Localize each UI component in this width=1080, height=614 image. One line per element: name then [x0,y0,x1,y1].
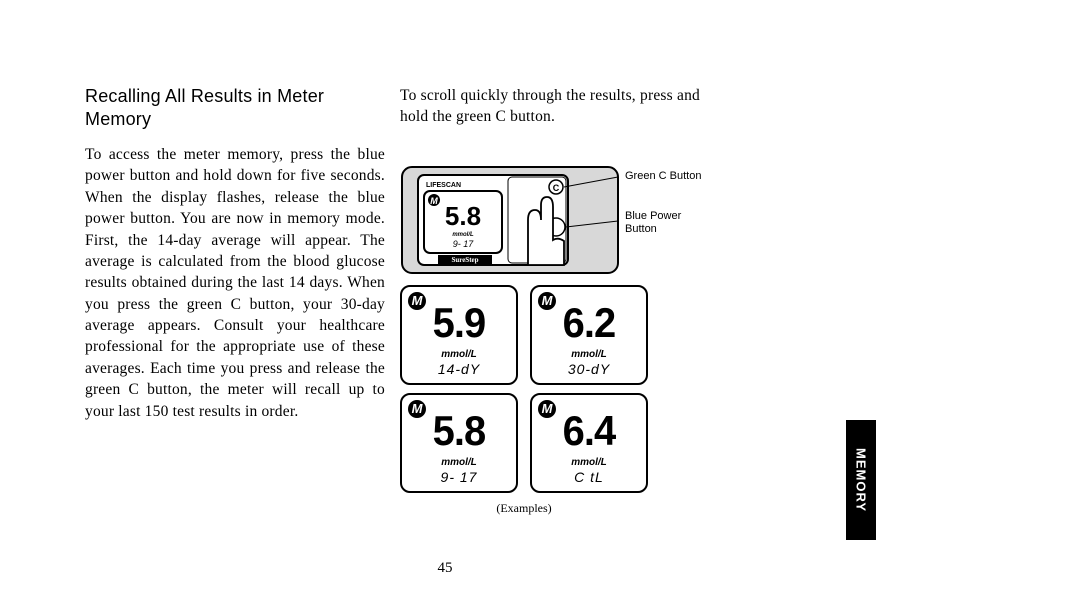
svg-text:LIFESCAN: LIFESCAN [426,182,461,189]
example-cell-3: M 5.8 mmol/L 9- 17 [400,393,518,493]
left-body-text: To access the meter memory, press the bl… [85,144,385,422]
memory-side-tab: MEMORY [846,420,876,540]
example-sub: 14-dY [402,361,516,377]
example-unit: mmol/L [532,457,646,468]
example-unit: mmol/L [402,457,516,468]
example-value: 5.9 [405,299,513,347]
example-cell-4: M 6.4 mmol/L C tL [530,393,648,493]
section-heading: Recalling All Results in Meter Memory [85,85,385,130]
example-value: 6.4 [535,407,643,455]
svg-text:C: C [553,183,560,193]
left-column: Recalling All Results in Meter Memory To… [85,85,385,422]
svg-text:SureStep: SureStep [451,256,478,264]
side-tab-label: MEMORY [854,448,869,512]
svg-text:9- 17: 9- 17 [453,239,475,249]
example-value: 5.8 [405,407,513,455]
example-value: 6.2 [535,299,643,347]
meter-illustration: LIFESCAN M 5.8 mmol/L 9- 17 SureStep C [400,165,620,275]
right-column: To scroll quickly through the results, p… [400,85,700,128]
right-body-text: To scroll quickly through the results, p… [400,85,700,128]
example-screens: M 5.9 mmol/L 14-dY M 6.2 mmol/L 30-dY M … [400,285,652,516]
example-sub: C tL [532,469,646,485]
label-green-c: Green C Button [625,170,701,183]
example-sub: 9- 17 [402,469,516,485]
label-blue-power: Blue Power Button [625,210,705,236]
svg-text:5.8: 5.8 [445,201,481,231]
example-cell-2: M 6.2 mmol/L 30-dY [530,285,648,385]
example-unit: mmol/L [532,349,646,360]
svg-text:mmol/L: mmol/L [452,232,474,238]
example-cell-1: M 5.9 mmol/L 14-dY [400,285,518,385]
svg-text:M: M [430,196,438,206]
document-page: Recalling All Results in Meter Memory To… [85,85,805,575]
example-unit: mmol/L [402,349,516,360]
page-number: 45 [85,560,805,577]
example-sub: 30-dY [532,361,646,377]
examples-caption: (Examples) [400,501,648,516]
